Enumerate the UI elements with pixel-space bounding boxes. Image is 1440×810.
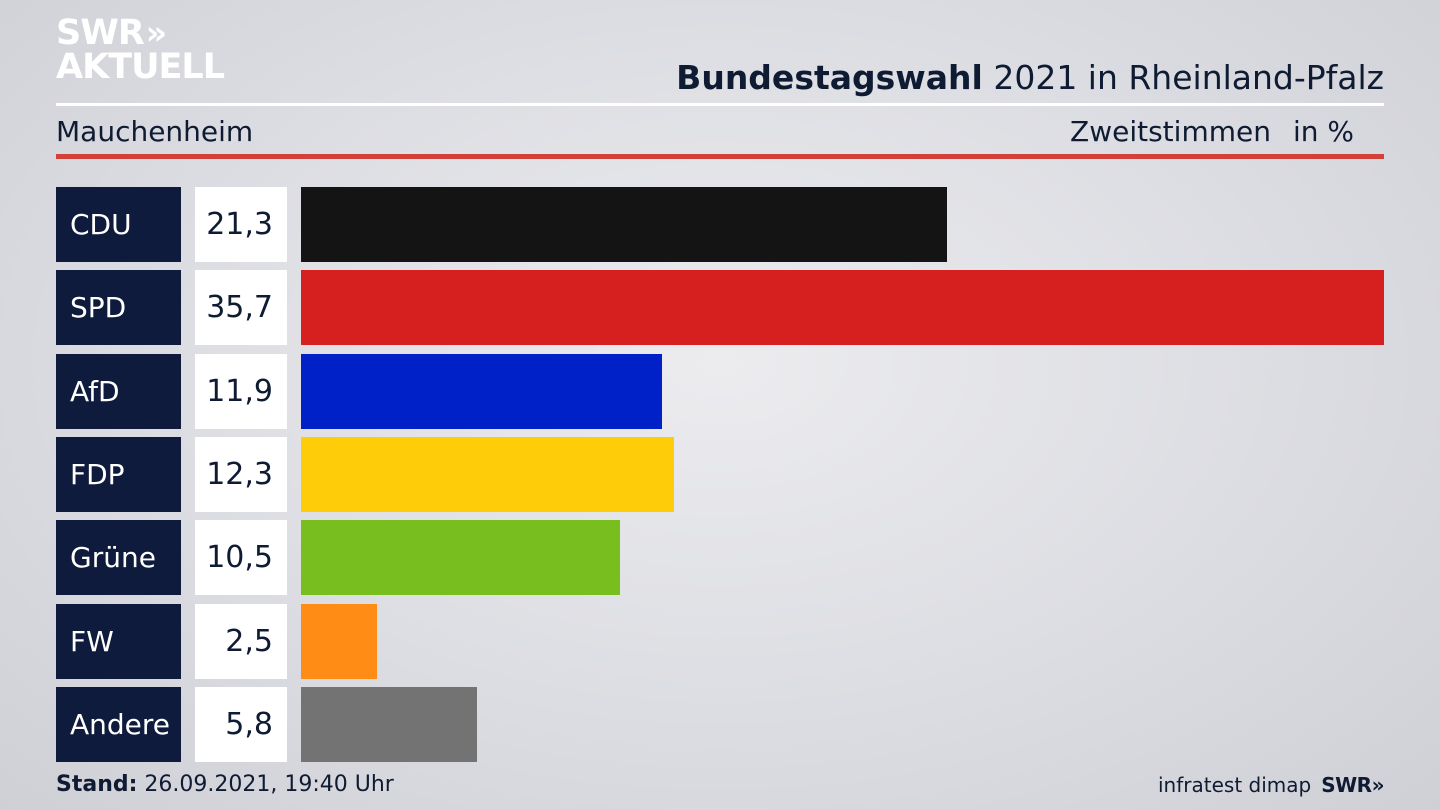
value-label: 10,5 xyxy=(195,520,287,596)
party-label: FW xyxy=(56,603,181,679)
bar xyxy=(301,436,675,512)
party-label: SPD xyxy=(56,270,181,346)
vote-type: Zweitstimmen xyxy=(1070,115,1271,148)
swr-logo-small: SWR» xyxy=(1321,773,1384,797)
value-label: 5,8 xyxy=(195,686,287,762)
title-rest: 2021 in Rheinland-Pfalz xyxy=(993,58,1384,97)
value-label: 12,3 xyxy=(195,436,287,512)
stand-value: 26.09.2021, 19:40 Uhr xyxy=(144,772,394,797)
party-label: FDP xyxy=(56,436,181,512)
header-red-divider xyxy=(56,154,1384,159)
logo-line1: SWR xyxy=(56,13,145,53)
header-divider xyxy=(56,103,1384,106)
title-bold: Bundestagswahl xyxy=(676,58,983,97)
page-title: Bundestagswahl 2021 in Rheinland-Pfalz xyxy=(676,58,1384,98)
party-label: CDU xyxy=(56,187,181,262)
bar xyxy=(301,187,948,262)
chart-row-fw: FW 2,5 xyxy=(0,603,1440,679)
chart-row-grüne: Grüne 10,5 xyxy=(0,520,1440,596)
timestamp: Stand: 26.09.2021, 19:40 Uhr xyxy=(56,770,394,800)
value-label: 2,5 xyxy=(195,603,287,679)
swr-aktuell-logo: SWR» AKTUELL xyxy=(56,13,225,87)
vote-type-label: Zweitstimmen in % xyxy=(1070,114,1354,150)
bar xyxy=(301,520,620,596)
bar xyxy=(301,353,662,429)
chart-row-fdp: FDP 12,3 xyxy=(0,436,1440,512)
source-name: infratest dimap xyxy=(1158,773,1312,797)
party-label: Grüne xyxy=(56,520,181,596)
value-label: 11,9 xyxy=(195,353,287,429)
bar xyxy=(301,270,1384,346)
bar xyxy=(301,603,377,679)
source-credit: infratest dimap SWR» xyxy=(1158,770,1384,800)
chart-row-spd: SPD 35,7 xyxy=(0,270,1440,346)
value-label: 35,7 xyxy=(195,270,287,346)
party-label: Andere xyxy=(56,686,181,762)
chart-row-afd: AfD 11,9 xyxy=(0,353,1440,429)
region-name: Mauchenheim xyxy=(56,115,254,148)
chart-row-cdu: CDU 21,3 xyxy=(0,187,1440,262)
bar xyxy=(301,686,477,762)
party-label: AfD xyxy=(56,353,181,429)
unit-label: in % xyxy=(1292,115,1354,148)
chart-row-andere: Andere 5,8 xyxy=(0,686,1440,762)
logo-line2: AKTUELL xyxy=(56,47,225,87)
stand-label: Stand: xyxy=(56,772,138,797)
value-label: 21,3 xyxy=(195,187,287,262)
